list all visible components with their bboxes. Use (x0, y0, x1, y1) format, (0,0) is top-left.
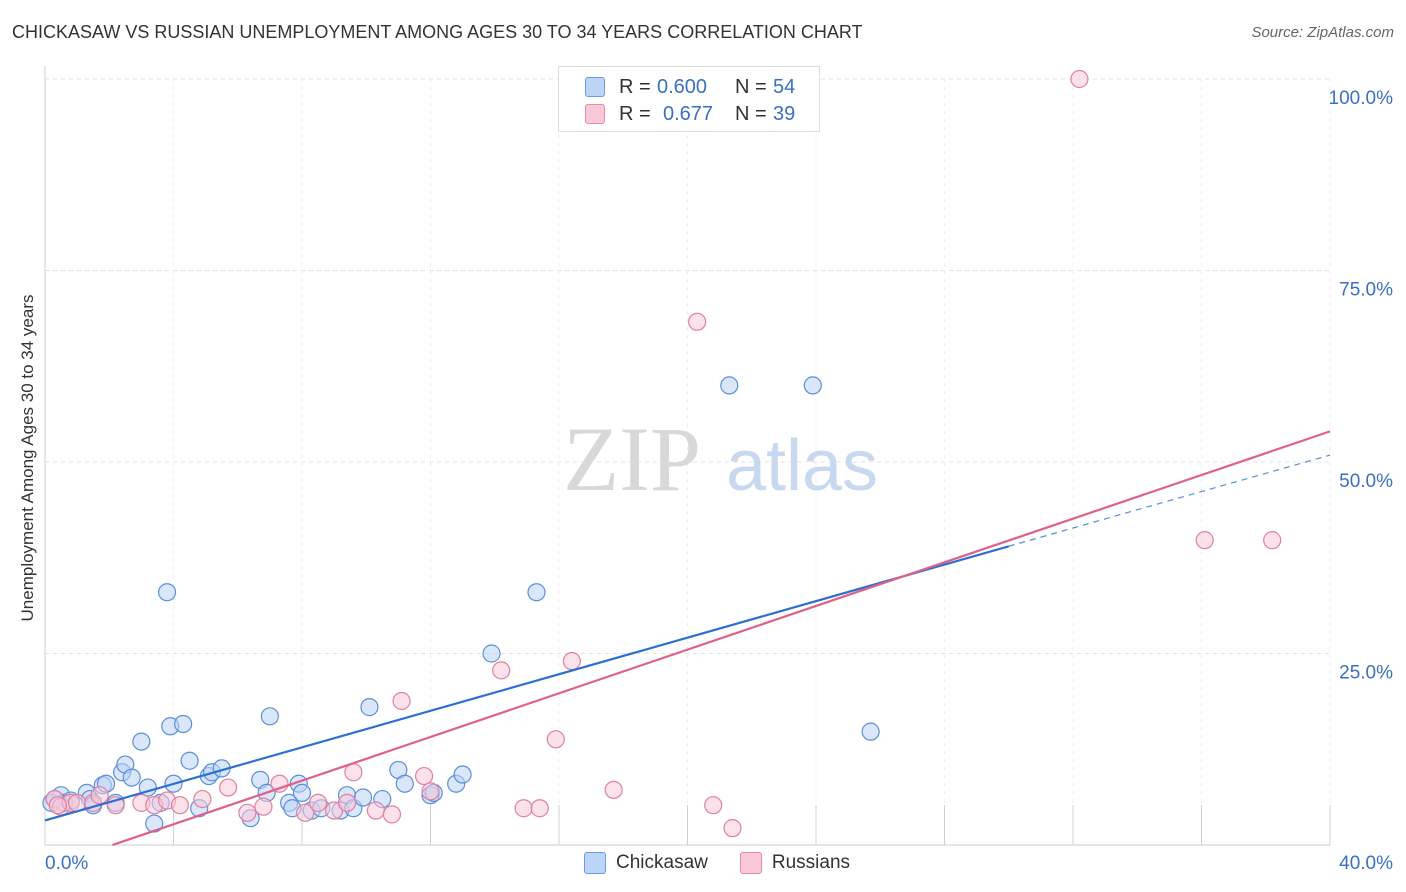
legend-item-russians[interactable]: Russians (739, 852, 851, 874)
chickasaw-point (527, 583, 546, 602)
legend-swatch-chickasaw (584, 852, 606, 874)
russians-point (90, 786, 109, 805)
russians-point (492, 661, 511, 680)
russians-point (514, 799, 533, 818)
r-label: R = (619, 75, 651, 98)
axes (44, 66, 1331, 846)
chickasaw-point (157, 583, 177, 602)
russians-point (1263, 531, 1282, 550)
y-axis-label: Unemployment Among Ages 30 to 34 years (18, 294, 37, 622)
legend-label: Chickasaw (616, 852, 708, 873)
russians-point (392, 691, 411, 711)
russians-point (308, 793, 328, 812)
legend-swatch-russians (585, 104, 605, 124)
russians-point (414, 766, 434, 786)
n-label: N = (735, 102, 767, 125)
r-value: 0.677 (663, 102, 714, 125)
russians-point (562, 652, 581, 671)
chickasaw-point (145, 814, 164, 833)
russians-point (604, 780, 623, 799)
n-value: 54 (773, 75, 796, 98)
russians-point (270, 774, 289, 793)
chickasaw-point (360, 698, 379, 717)
chickasaw-point (482, 644, 501, 663)
r-label: R = (619, 102, 651, 125)
legend-item-chickasaw[interactable]: Chickasaw (584, 852, 708, 874)
russians-point (48, 796, 67, 815)
russians-point (382, 805, 402, 824)
watermark-zip: ZIP (563, 408, 701, 510)
chickasaw-trend-line (44, 545, 1010, 822)
russians-point (421, 782, 440, 801)
data-points (42, 69, 1282, 838)
chickasaw-point (122, 768, 141, 787)
x-tick-label: 40.0% (1339, 853, 1393, 874)
chickasaw-point (260, 707, 279, 726)
russians-point (254, 797, 273, 816)
y-tick-label: 50.0% (1339, 471, 1393, 492)
russians-point (688, 312, 707, 331)
n-value: 39 (773, 102, 796, 125)
chickasaw-point (395, 774, 414, 793)
chickasaw-point (803, 376, 822, 395)
n-label: N = (735, 75, 767, 98)
russians-trend-line (112, 430, 1331, 847)
legend-row-chickasaw: R = 0.600 N = 54 (585, 75, 843, 99)
russians-point (219, 778, 238, 797)
r-value: 0.600 (657, 75, 708, 98)
x-tick-label: 0.0% (45, 853, 88, 874)
chickasaw-point (861, 722, 880, 741)
chickasaw-point (180, 751, 199, 770)
russians-point (193, 789, 212, 809)
legend-row-russians: R = 0.677 N = 39 (585, 102, 843, 126)
russians-point (723, 819, 742, 838)
y-tick-label: 100.0% (1329, 88, 1394, 109)
russians-point (1070, 69, 1089, 89)
russians-point (296, 803, 315, 822)
chickasaw-point (174, 714, 193, 734)
chart-title: CHICKASAW VS RUSSIAN UNEMPLOYMENT AMONG … (12, 22, 863, 42)
tick-labels: 25.0% 50.0% 75.0% 100.0% 0.0% 40.0% (45, 88, 1393, 874)
chickasaw-point (353, 788, 373, 807)
chickasaw-point (453, 765, 472, 784)
legend-swatch-russians (739, 852, 762, 874)
y-tick-label: 25.0% (1339, 663, 1393, 684)
legend-label: Russians (771, 852, 851, 873)
russians-point (530, 799, 549, 818)
y-tick-label: 75.0% (1339, 280, 1393, 301)
source-label: Source: ZipAtlas.com (1251, 24, 1394, 41)
watermark: ZIP atlas (563, 408, 878, 510)
russians-point (170, 796, 190, 815)
legend-swatch-chickasaw (585, 77, 605, 97)
trend-lines (44, 430, 1331, 847)
series-legend: Chickasaw Russians (584, 852, 882, 874)
correlation-legend: R = 0.600 N = 54 R = 0.677 N = 39 (558, 66, 820, 132)
russians-point (1195, 531, 1214, 550)
russians-point (704, 796, 723, 815)
russians-point (337, 793, 357, 812)
chickasaw-point (292, 783, 312, 803)
chickasaw-point (132, 732, 151, 751)
chickasaw-point (720, 376, 739, 395)
chickasaw-trend-extension (1008, 454, 1331, 547)
watermark-atlas: atlas (726, 426, 878, 506)
russians-point (366, 801, 385, 820)
russians-point (546, 730, 565, 749)
russians-point (238, 803, 257, 822)
